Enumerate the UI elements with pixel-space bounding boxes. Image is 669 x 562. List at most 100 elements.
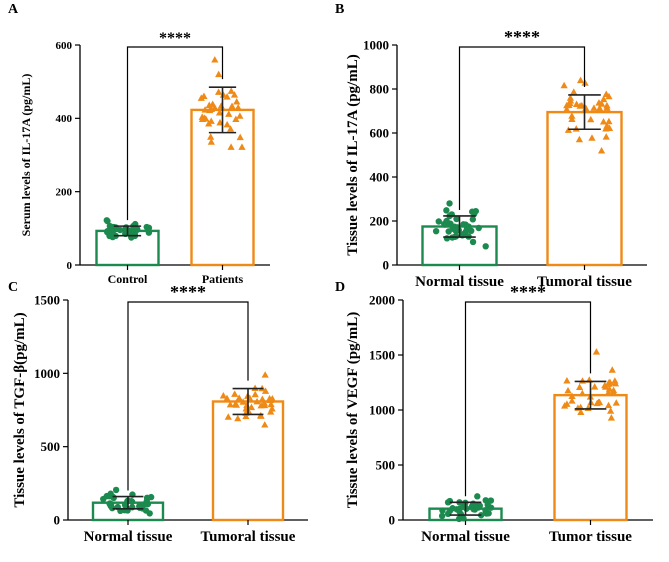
data-point <box>560 81 568 89</box>
data-point <box>576 102 584 109</box>
data-point <box>219 91 228 98</box>
y-tick-label: 200 <box>56 187 73 199</box>
data-point <box>142 507 150 514</box>
data-point <box>253 397 261 405</box>
data-point <box>604 401 613 409</box>
data-point <box>599 117 608 125</box>
data-point <box>484 501 491 509</box>
chart-panel-b: B 0 200 400 600 800 1000 Tissue levels of IL-17… <box>335 0 669 295</box>
data-point <box>439 507 446 514</box>
data-point <box>590 104 598 111</box>
y-tick-label: 200 <box>370 214 390 229</box>
data-point <box>578 389 586 397</box>
data-point <box>563 105 571 113</box>
data-point <box>587 115 595 123</box>
data-point <box>444 499 452 506</box>
data-point <box>232 401 240 408</box>
data-point <box>100 495 107 503</box>
data-point <box>201 106 209 113</box>
data-point <box>107 501 114 508</box>
y-tick-label: 500 <box>376 458 396 473</box>
data-point <box>207 138 215 145</box>
data-point <box>432 227 440 235</box>
data-point <box>446 200 453 207</box>
data-point <box>235 394 243 401</box>
y-axis-label: Tissue levels of VEGF (pg/mL) <box>345 312 361 508</box>
y-tick-label: 1500 <box>34 293 60 308</box>
data-point <box>591 383 599 390</box>
data-point <box>446 507 454 514</box>
data-point <box>605 380 613 387</box>
data-point <box>238 143 246 150</box>
data-point <box>564 386 572 394</box>
data-point <box>611 379 620 387</box>
x-tick-label: Normal tissue <box>84 529 173 545</box>
data-point <box>143 223 150 231</box>
y-tick-label: 800 <box>370 82 390 97</box>
y-tick-label: 2000 <box>369 293 395 308</box>
data-point <box>261 387 270 394</box>
data-point <box>600 95 608 103</box>
y-tick-label: 1000 <box>363 38 389 53</box>
data-point <box>121 507 128 514</box>
y-tick-label: 0 <box>67 260 73 272</box>
data-point <box>145 229 153 236</box>
data-point <box>607 407 615 414</box>
data-point <box>251 384 259 391</box>
data-point <box>453 215 460 223</box>
panel-letter: D <box>335 280 346 295</box>
data-point <box>608 366 616 373</box>
significance-label: **** <box>170 282 206 302</box>
data-point <box>577 408 585 416</box>
data-point <box>230 91 239 98</box>
data-point <box>568 392 576 399</box>
data-point <box>563 376 571 384</box>
y-tick-label: 600 <box>56 40 73 52</box>
data-point <box>602 125 610 132</box>
data-point <box>104 217 111 225</box>
data-point <box>474 493 481 500</box>
y-tick-label: 400 <box>56 113 73 125</box>
bar <box>211 400 285 522</box>
chart-svg: 0 500 1000 1500 2000 Tissue levels of VEGF (p… <box>345 282 653 545</box>
data-point <box>211 56 219 63</box>
data-point <box>134 226 141 233</box>
data-point <box>609 388 617 396</box>
data-point <box>435 218 442 225</box>
data-point <box>231 390 239 397</box>
data-point <box>612 399 620 406</box>
data-point <box>561 402 569 409</box>
data-point <box>206 106 214 114</box>
data-point <box>602 133 610 140</box>
bar <box>553 393 628 522</box>
data-point <box>226 400 234 408</box>
data-point <box>469 238 477 246</box>
chart-panel-c: C 0 500 1000 1500 Tissue levels of TGF-β(pg/m… <box>0 280 330 562</box>
data-point <box>205 120 213 127</box>
y-tick-label: 0 <box>389 513 396 528</box>
data-point <box>251 390 259 398</box>
x-tick-label: Control <box>108 272 148 286</box>
significance-bracket <box>127 301 249 491</box>
data-point <box>456 515 463 522</box>
data-point <box>236 112 244 119</box>
data-point <box>236 133 244 141</box>
data-point <box>605 385 614 392</box>
chart-svg: 0 500 1000 1500 Tissue levels of TGF-β(pg/mL… <box>12 282 308 545</box>
significance-label: **** <box>504 27 540 47</box>
y-axis-label: Tissue levels of IL-17A (pg/mL) <box>345 54 361 255</box>
data-point <box>233 98 241 105</box>
data-point <box>596 104 604 112</box>
panel-letter: A <box>8 2 19 17</box>
data-point <box>572 125 580 132</box>
data-point <box>122 224 130 231</box>
data-point <box>207 133 215 140</box>
y-axis-label: Serum levels of IL-17A (pg/mL) <box>19 74 33 237</box>
data-point <box>232 115 240 123</box>
data-point <box>595 99 603 106</box>
data-point <box>566 94 575 101</box>
data-point <box>603 104 611 111</box>
y-tick-label: 1500 <box>369 348 395 363</box>
